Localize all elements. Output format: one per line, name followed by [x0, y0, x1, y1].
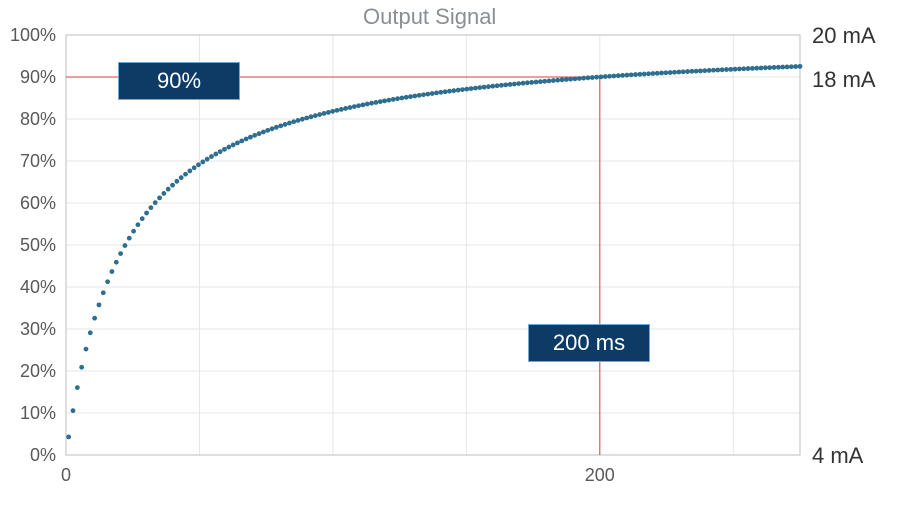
svg-text:200: 200: [585, 465, 615, 485]
svg-text:70%: 70%: [20, 151, 56, 171]
right-label-4ma: 4 mA: [812, 443, 863, 469]
svg-text:10%: 10%: [20, 403, 56, 423]
callout-percent: 90%: [118, 62, 240, 100]
svg-text:0: 0: [61, 465, 71, 485]
callout-time-text: 200 ms: [553, 330, 625, 356]
right-label-18ma: 18 mA: [812, 67, 876, 93]
svg-text:40%: 40%: [20, 277, 56, 297]
svg-text:50%: 50%: [20, 235, 56, 255]
svg-text:80%: 80%: [20, 109, 56, 129]
callout-percent-text: 90%: [157, 68, 201, 94]
svg-text:60%: 60%: [20, 193, 56, 213]
svg-text:100%: 100%: [10, 25, 56, 45]
chart-container: { "chart": { "type": "scatter-curve", "t…: [0, 0, 900, 505]
svg-text:30%: 30%: [20, 319, 56, 339]
chart-title: Output Signal: [363, 4, 496, 30]
right-label-20ma: 20 mA: [812, 23, 876, 49]
svg-text:20%: 20%: [20, 361, 56, 381]
svg-text:0%: 0%: [30, 445, 56, 465]
svg-text:90%: 90%: [20, 67, 56, 87]
callout-time: 200 ms: [528, 324, 650, 362]
